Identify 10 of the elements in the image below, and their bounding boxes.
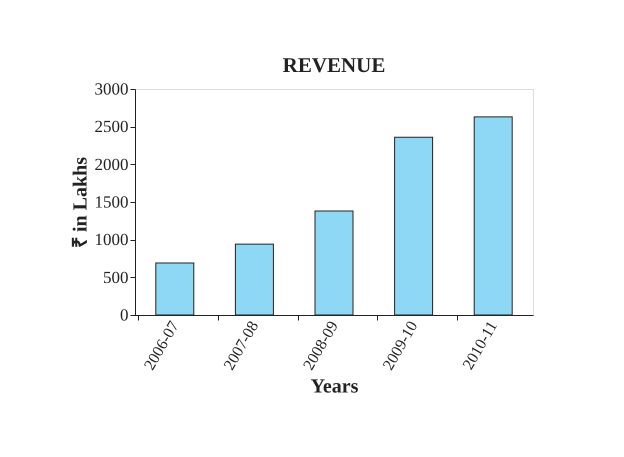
y-tick-label: 0: [120, 306, 128, 324]
y-tick-label: 1000: [94, 230, 128, 250]
x-axis-title: Years: [310, 376, 359, 398]
y-tick-label: 2000: [94, 154, 128, 174]
y-tick-label: 1500: [94, 192, 128, 212]
y-tick-label: 3000: [94, 80, 128, 98]
y-axis-title: ₹ in Lakhs: [70, 156, 92, 248]
chart-title: REVENUE: [282, 53, 386, 77]
y-tick-label: 500: [103, 268, 128, 287]
y-tick-label: 2500: [94, 117, 128, 136]
